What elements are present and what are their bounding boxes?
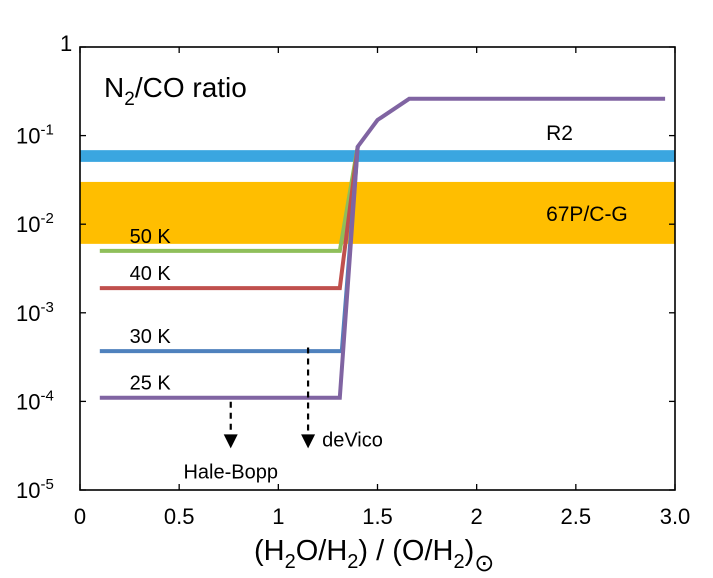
- band-r2: [80, 150, 675, 162]
- y-tick-label: 1: [60, 31, 72, 56]
- annotation-hale-bopp: Hale-Bopp: [183, 461, 278, 483]
- y-tick-label: 10-3: [16, 299, 54, 326]
- series-label-25k: 25 K: [130, 373, 172, 395]
- chart-title: N2/CO ratio: [104, 72, 247, 110]
- y-tick-label: 10-2: [16, 210, 54, 237]
- axis-ticks: [79, 46, 676, 491]
- y-tick-label: 10-4: [16, 387, 54, 414]
- y-tick-label: 10-1: [16, 122, 54, 149]
- hale-bopp-arrowhead: [223, 434, 238, 449]
- annotation-arrows: [223, 347, 316, 449]
- series-lines: [99, 96, 666, 400]
- x-tick-label: 2.5: [561, 504, 592, 529]
- x-axis-label: (H2O/H2) / (O/H2)⊙: [254, 535, 494, 577]
- series-line-25k: [99, 96, 666, 400]
- series-label-30k: 30 K: [130, 326, 172, 348]
- series-label-50k: 50 K: [130, 226, 172, 248]
- x-tick-label: 0.5: [164, 504, 195, 529]
- bands: [80, 150, 675, 244]
- y-tick-labels: 1 10-1 10-2 10-3 10-4 10-5: [16, 31, 72, 503]
- x-tick-labels: 0 0.5 1 1.5 2 2.5 3.0: [74, 504, 690, 529]
- x-tick-label: 0: [74, 504, 86, 529]
- band-label-67p: 67P/C-G: [546, 203, 628, 226]
- x-tick-label: 2: [471, 504, 483, 529]
- series-line-40k: [99, 146, 360, 291]
- y-tick-label: 10-5: [16, 476, 54, 503]
- devico-arrowhead: [301, 434, 316, 449]
- band-label-r2: R2: [546, 122, 573, 145]
- x-tick-label: 3.0: [660, 504, 691, 529]
- x-tick-label: 1.5: [362, 504, 393, 529]
- series-label-40k: 40 K: [130, 263, 172, 285]
- x-tick-label: 1: [272, 504, 284, 529]
- band-67p: [80, 181, 675, 244]
- annotation-devico: deVico: [322, 429, 383, 451]
